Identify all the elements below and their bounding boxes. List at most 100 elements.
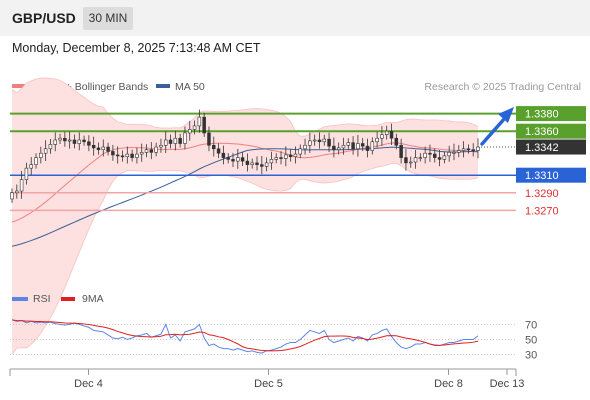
candle-body xyxy=(293,153,298,158)
candle xyxy=(413,150,418,169)
candle xyxy=(96,142,101,155)
candle xyxy=(447,145,451,162)
candle-body xyxy=(317,139,322,143)
bollinger-lower-line xyxy=(11,162,479,355)
rsi-legend-swatch xyxy=(12,297,28,301)
candle xyxy=(178,133,182,148)
candle xyxy=(231,152,235,167)
candle-body xyxy=(168,139,173,144)
forecast-arrow xyxy=(480,107,514,146)
candle-body xyxy=(269,159,274,164)
candle xyxy=(389,123,394,146)
rsi-legend-label: RSI xyxy=(33,293,51,305)
candle xyxy=(29,157,33,175)
rsi-level-label-30: 30 xyxy=(525,350,537,362)
candle xyxy=(312,134,317,146)
candle xyxy=(188,120,192,141)
candle xyxy=(101,139,106,157)
candle-body xyxy=(380,134,384,139)
candle xyxy=(428,144,432,162)
candle-body xyxy=(284,154,288,159)
candle xyxy=(356,134,360,157)
candle-body xyxy=(139,152,144,155)
candle-body xyxy=(67,139,72,142)
candle xyxy=(63,131,67,147)
candle-body xyxy=(130,153,134,158)
x-tick-label: Dec 4 xyxy=(74,378,103,390)
candle xyxy=(10,188,14,203)
candle xyxy=(298,144,302,159)
top-bar: GBP/USD 30 MIN xyxy=(0,0,590,36)
candle xyxy=(106,142,110,156)
candle xyxy=(120,150,125,162)
candle-body xyxy=(312,139,317,142)
candle-body xyxy=(29,164,33,169)
candle-body xyxy=(466,148,471,151)
bollinger-legend-swatch xyxy=(12,84,28,88)
candle-body xyxy=(471,149,475,151)
candle xyxy=(53,132,57,152)
candle xyxy=(91,136,96,156)
candle-body xyxy=(288,154,293,158)
candle xyxy=(144,144,149,158)
candle-body xyxy=(72,139,77,144)
candle xyxy=(384,125,389,140)
candle-body xyxy=(96,147,101,150)
candle xyxy=(226,153,230,164)
candle-body xyxy=(87,141,91,146)
candle xyxy=(370,137,375,155)
rsi-ma-line xyxy=(11,319,479,352)
candle xyxy=(236,148,240,169)
timeframe-button[interactable]: 30 MIN xyxy=(83,7,133,30)
candle-body xyxy=(351,142,355,150)
candle xyxy=(418,153,423,162)
candle xyxy=(173,130,178,151)
candle xyxy=(43,140,48,161)
candle xyxy=(471,143,475,157)
candle-body xyxy=(19,179,24,192)
candle-body xyxy=(226,157,230,160)
candle-body xyxy=(159,144,163,148)
level-tag-1-3310: 1.3310 xyxy=(525,170,559,182)
datetime-label: Monday, December 8, 2025 7:13:48 AM CET xyxy=(12,41,261,55)
candle xyxy=(216,143,221,159)
candle xyxy=(293,146,298,164)
candle xyxy=(476,138,480,159)
x-tick-label: Dec 8 xyxy=(434,378,463,390)
candle xyxy=(260,156,264,175)
candle-body xyxy=(10,192,14,200)
candle-body xyxy=(188,129,192,134)
candle-body xyxy=(336,147,341,150)
candle xyxy=(423,146,427,164)
candle xyxy=(24,162,29,185)
candle-body xyxy=(298,148,302,155)
candle-body xyxy=(447,152,451,157)
candle xyxy=(360,138,365,152)
candle-body xyxy=(346,142,351,146)
candle-body xyxy=(423,152,427,158)
candle xyxy=(336,142,341,155)
candle xyxy=(452,143,456,161)
candle xyxy=(130,149,134,162)
candle xyxy=(433,148,437,163)
candle-body xyxy=(236,157,240,162)
candle xyxy=(82,135,86,146)
rsi-level-label-50: 50 xyxy=(525,335,537,347)
candle-body xyxy=(255,162,259,165)
candle xyxy=(159,138,163,153)
candle-body xyxy=(106,146,110,152)
candle xyxy=(149,142,154,160)
candle-body xyxy=(91,144,96,149)
candle-body xyxy=(178,137,182,144)
candle xyxy=(15,184,19,199)
candle-body xyxy=(476,146,480,151)
candle xyxy=(284,146,288,167)
candle xyxy=(442,151,447,164)
level-tag-bg-1-3380 xyxy=(516,106,586,122)
candle-body xyxy=(202,116,206,134)
candle-body xyxy=(101,146,106,150)
candle-body xyxy=(163,139,168,146)
candle-body xyxy=(15,190,19,194)
candle-body xyxy=(322,138,327,143)
candle xyxy=(207,126,211,152)
